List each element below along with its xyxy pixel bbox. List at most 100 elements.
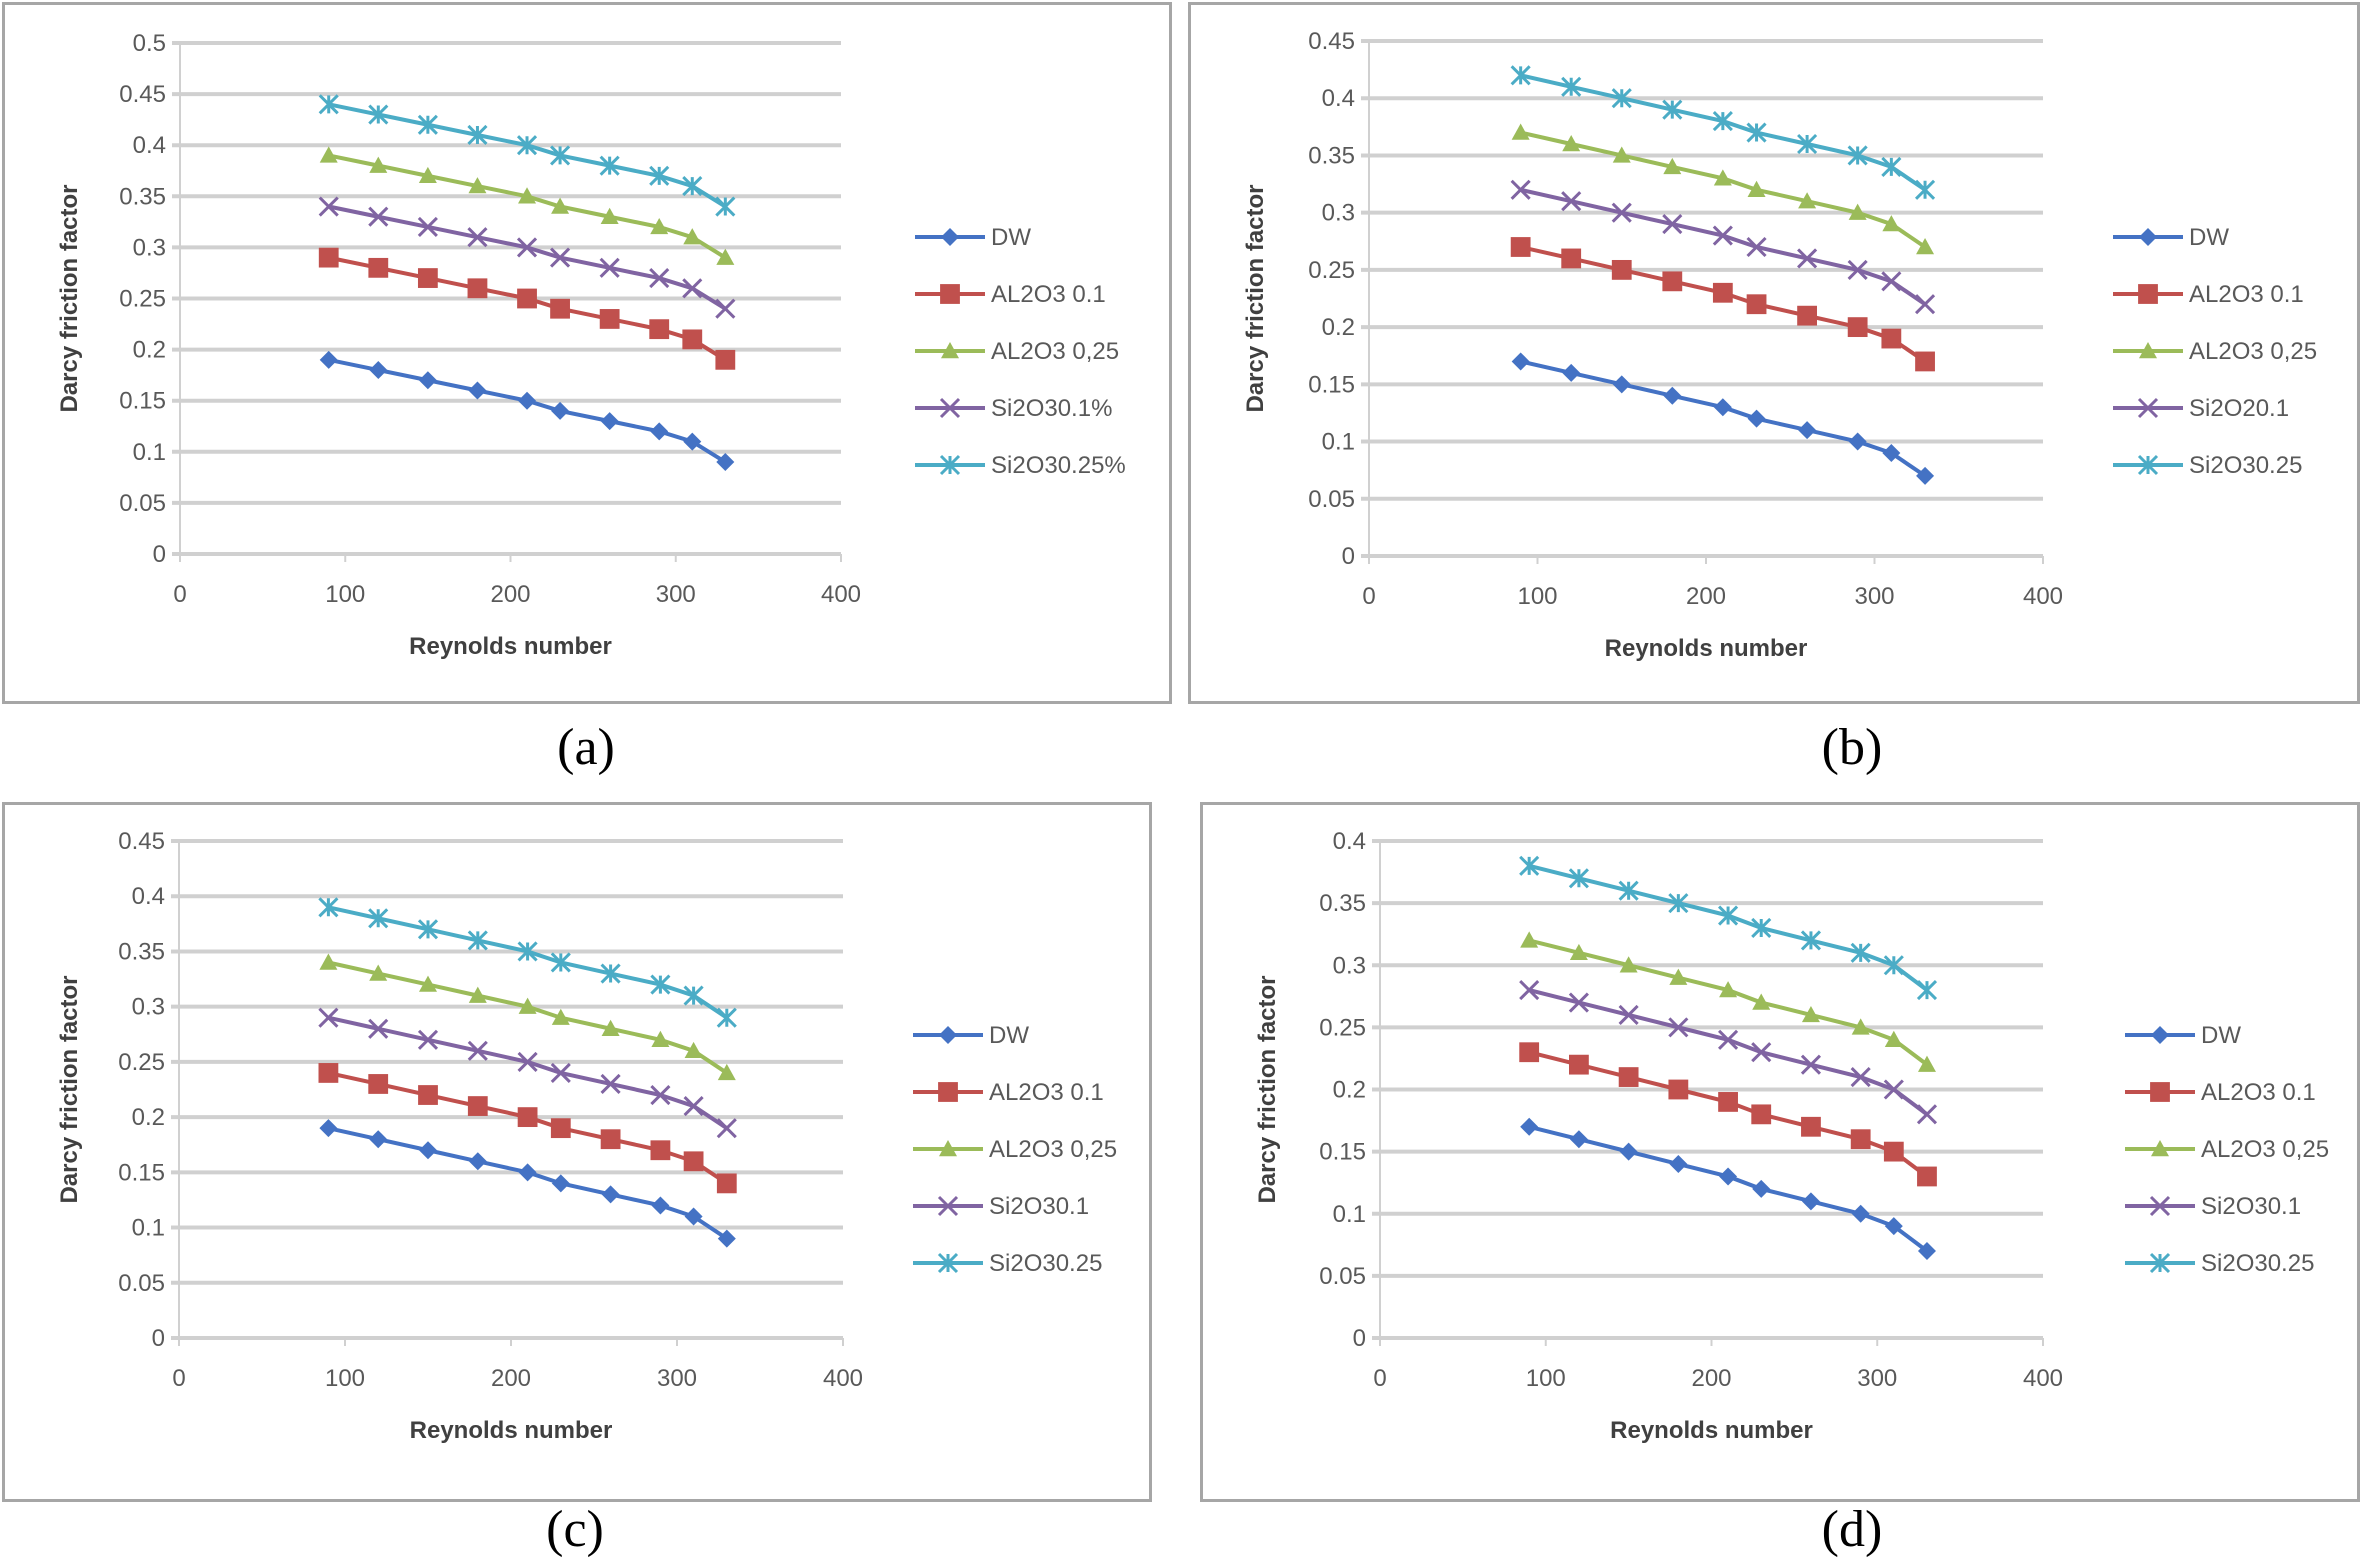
data-point xyxy=(1519,980,1540,1001)
data-point xyxy=(1914,294,1936,315)
x-axis-title: Reynolds number xyxy=(1610,1417,1813,1444)
y-tick-label: 0.1 xyxy=(133,439,166,466)
legend-entry: DW xyxy=(913,1022,1029,1049)
data-point xyxy=(649,267,670,289)
data-point xyxy=(1747,180,1766,197)
data-point xyxy=(1800,930,1822,951)
y-tick-label: 0.25 xyxy=(1319,1014,1366,1041)
legend-marker xyxy=(2151,1026,2169,1044)
x-axis-title: Reynolds number xyxy=(1605,635,1808,662)
legend-marker xyxy=(939,454,961,476)
data-point xyxy=(550,952,571,973)
data-point xyxy=(368,104,389,125)
data-point xyxy=(551,1174,570,1193)
data-point xyxy=(600,1129,621,1150)
series-3 xyxy=(1510,179,1936,315)
y-tick-label: 0.45 xyxy=(119,81,166,108)
data-point xyxy=(318,196,339,217)
data-point xyxy=(1663,386,1682,405)
data-point xyxy=(1510,237,1531,257)
data-point xyxy=(517,941,538,962)
data-point xyxy=(650,1140,671,1161)
caption-d: (d) xyxy=(1821,1501,1883,1558)
x-tick-label: 300 xyxy=(657,1365,697,1392)
data-point xyxy=(550,145,571,166)
legend-label: Si2O30.1% xyxy=(991,395,1112,422)
data-point xyxy=(683,985,704,1006)
data-point xyxy=(318,247,339,268)
series-2 xyxy=(1520,931,1936,1072)
data-point xyxy=(716,1118,737,1139)
data-point xyxy=(1797,133,1818,155)
data-point xyxy=(1751,1042,1772,1063)
data-point xyxy=(467,1096,488,1116)
data-point xyxy=(368,908,389,929)
data-point xyxy=(550,298,570,319)
series-3 xyxy=(1519,980,1938,1125)
data-point xyxy=(682,329,703,350)
data-point xyxy=(683,1096,704,1117)
y-axis-title: Darcy friction factor xyxy=(56,975,83,1203)
data-point xyxy=(369,361,388,380)
legend-label: Si2O30.25 xyxy=(989,1250,1102,1277)
series-line xyxy=(328,357,727,464)
data-point xyxy=(1668,893,1689,914)
series-0 xyxy=(1520,1117,1936,1261)
series-line xyxy=(328,102,727,209)
y-axis-title: Darcy friction factor xyxy=(1242,184,1269,412)
y-axis-title: Darcy friction factor xyxy=(56,184,83,412)
legend-marker xyxy=(2151,1140,2169,1157)
data-point xyxy=(1669,968,1688,985)
legend-label: AL2O3 0.1 xyxy=(989,1079,1104,1106)
data-point xyxy=(467,278,488,299)
data-point xyxy=(1612,146,1631,163)
data-point xyxy=(1916,238,1935,255)
data-point xyxy=(1883,955,1904,976)
data-point xyxy=(601,1185,620,1204)
data-point xyxy=(551,1008,570,1025)
data-point xyxy=(1752,993,1771,1010)
data-point xyxy=(1917,1166,1937,1187)
legend-label: AL2O3 0,25 xyxy=(991,338,1119,365)
y-tick-label: 0.35 xyxy=(1319,890,1366,917)
series-3 xyxy=(318,196,736,319)
data-point xyxy=(650,1084,671,1106)
x-tick-label: 100 xyxy=(1517,583,1557,610)
caption-c: (c) xyxy=(546,1501,604,1558)
data-point xyxy=(468,1152,487,1171)
legend-entry: DW xyxy=(2113,224,2229,251)
data-point xyxy=(550,247,571,268)
y-tick-label: 0.15 xyxy=(119,388,166,415)
data-point xyxy=(1882,215,1901,232)
y-tick-label: 0.4 xyxy=(133,132,166,159)
series-line xyxy=(1520,73,1927,192)
legend-label: AL2O3 0.1 xyxy=(991,281,1106,308)
data-point xyxy=(715,298,736,319)
y-tick-label: 0.1 xyxy=(1333,1201,1366,1228)
data-point xyxy=(683,1151,704,1172)
data-point xyxy=(1850,1129,1871,1150)
data-point xyxy=(716,248,735,265)
y-tick-label: 0.15 xyxy=(1308,371,1355,398)
data-point xyxy=(1882,444,1901,462)
data-point xyxy=(683,228,702,245)
legend-entry: AL2O3 0,25 xyxy=(2125,1136,2329,1163)
data-point xyxy=(551,197,570,214)
data-point xyxy=(1881,156,1902,177)
legend-entry: Si2O30.25 xyxy=(2125,1250,2314,1277)
data-point xyxy=(1718,1029,1739,1050)
data-point xyxy=(651,1030,670,1047)
data-point xyxy=(1713,398,1732,417)
data-point xyxy=(1884,1030,1903,1047)
legend-marker xyxy=(2137,397,2159,419)
x-tick-label: 400 xyxy=(2023,1365,2063,1392)
legend-entry: Si2O20.1 xyxy=(2113,395,2289,422)
x-tick-label: 400 xyxy=(2023,583,2063,610)
data-point xyxy=(683,432,702,451)
data-point xyxy=(318,897,339,918)
series-line xyxy=(327,960,728,1075)
data-point xyxy=(517,288,537,309)
series-1 xyxy=(318,1063,737,1194)
legend-entry: AL2O3 0.1 xyxy=(915,281,1106,308)
data-point xyxy=(368,1074,389,1094)
